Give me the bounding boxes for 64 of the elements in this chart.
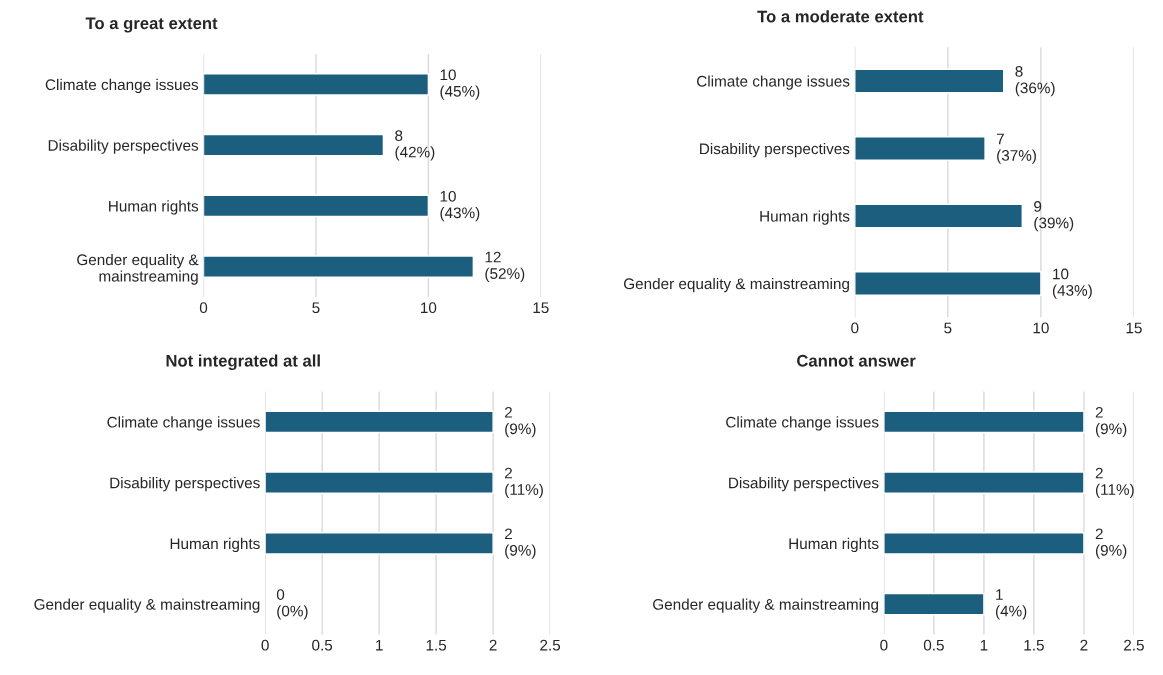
x-tick-label: 1 — [980, 639, 988, 651]
data-label: 1 (4%) — [995, 589, 1027, 620]
bar — [203, 194, 430, 218]
y-tick-label: Climate change issues — [107, 416, 260, 431]
data-label: 10 (45%) — [440, 69, 480, 100]
data-label: 2 (9%) — [504, 528, 536, 559]
y-tick-label: Human rights — [760, 210, 850, 225]
bar — [854, 270, 1042, 297]
data-label: 9 (39%) — [1034, 201, 1074, 232]
bar — [854, 203, 1023, 229]
y-tick-label: Disability perspectives — [48, 139, 199, 154]
bar — [854, 135, 986, 162]
x-tick-label: 1.5 — [426, 639, 447, 651]
data-label: 10 (43%) — [440, 190, 480, 222]
x-tick-label: 0.5 — [923, 639, 944, 651]
y-tick-label: Human rights — [170, 537, 260, 553]
data-label: 10 (43%) — [1052, 268, 1092, 299]
chart-title: To a moderate extent — [757, 10, 924, 23]
data-label: 8 (42%) — [395, 130, 435, 161]
y-tick-label: Disability perspectives — [110, 477, 260, 492]
data-label: 0 (0%) — [276, 589, 308, 620]
x-tick-label: 1.5 — [1024, 639, 1044, 651]
data-label: 2 (9%) — [1095, 528, 1127, 559]
y-tick-label: Human rights — [109, 200, 199, 215]
x-tick-label: 0.5 — [312, 639, 333, 651]
y-tick-label: Disability perspectives — [729, 477, 879, 492]
x-tick-label: 0 — [199, 302, 208, 314]
bar — [854, 68, 1005, 94]
y-tick-label: Climate change issues — [726, 416, 879, 431]
x-tick-label: 2 — [489, 639, 497, 651]
x-tick-label: 10 — [1033, 322, 1049, 334]
x-tick-label: 5 — [312, 302, 320, 314]
y-tick-label: Climate change issues — [697, 75, 850, 90]
y-tick-label: Human rights — [789, 537, 879, 553]
x-tick-label: 0 — [851, 322, 859, 334]
x-tick-label: 15 — [1126, 322, 1142, 334]
bar — [203, 133, 385, 157]
x-tick-label: 15 — [533, 302, 549, 314]
bar — [203, 73, 430, 96]
x-tick-label: 1 — [376, 639, 383, 651]
x-tick-label: 0 — [261, 639, 269, 651]
y-tick-label: Gender equality & mainstreaming — [77, 253, 199, 285]
data-label: 8 (36%) — [1015, 66, 1055, 97]
y-tick-label: Disability perspectives — [700, 142, 850, 158]
x-tick-label: 2 — [1080, 639, 1088, 651]
chart-title: Cannot answer — [797, 354, 916, 367]
x-tick-label: 2.5 — [1124, 639, 1144, 651]
data-label: 2 (11%) — [1095, 467, 1134, 498]
y-tick-label: Gender equality & mainstreaming — [34, 598, 260, 613]
x-tick-label: 5 — [944, 322, 952, 334]
chart-title: To a great extent — [85, 17, 218, 33]
data-label: 2 (9%) — [1095, 406, 1127, 438]
x-tick-label: 0 — [880, 639, 888, 651]
data-label: 12 (52%) — [485, 251, 525, 282]
x-tick-label: 2.5 — [540, 639, 561, 651]
chart-title: Not integrated at all — [166, 354, 320, 371]
data-label: 2 (11%) — [504, 467, 543, 498]
y-tick-label: Gender equality & mainstreaming — [623, 277, 849, 293]
bar — [203, 255, 475, 278]
data-label: 7 (37%) — [996, 133, 1036, 164]
y-tick-label: Gender equality & mainstreaming — [653, 598, 879, 613]
data-label: 2 (9%) — [504, 406, 536, 438]
y-tick-label: Climate change issues — [45, 78, 199, 94]
x-tick-label: 10 — [421, 302, 437, 314]
